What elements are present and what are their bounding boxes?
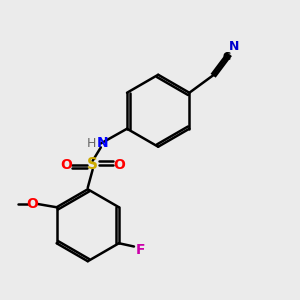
Text: N: N <box>97 136 108 151</box>
Text: C: C <box>223 52 231 62</box>
Text: H: H <box>87 137 96 150</box>
Text: S: S <box>87 157 98 172</box>
Text: O: O <box>61 158 72 172</box>
Text: F: F <box>135 243 145 257</box>
Text: O: O <box>26 197 38 211</box>
Text: O: O <box>113 158 125 172</box>
Text: N: N <box>229 40 240 53</box>
